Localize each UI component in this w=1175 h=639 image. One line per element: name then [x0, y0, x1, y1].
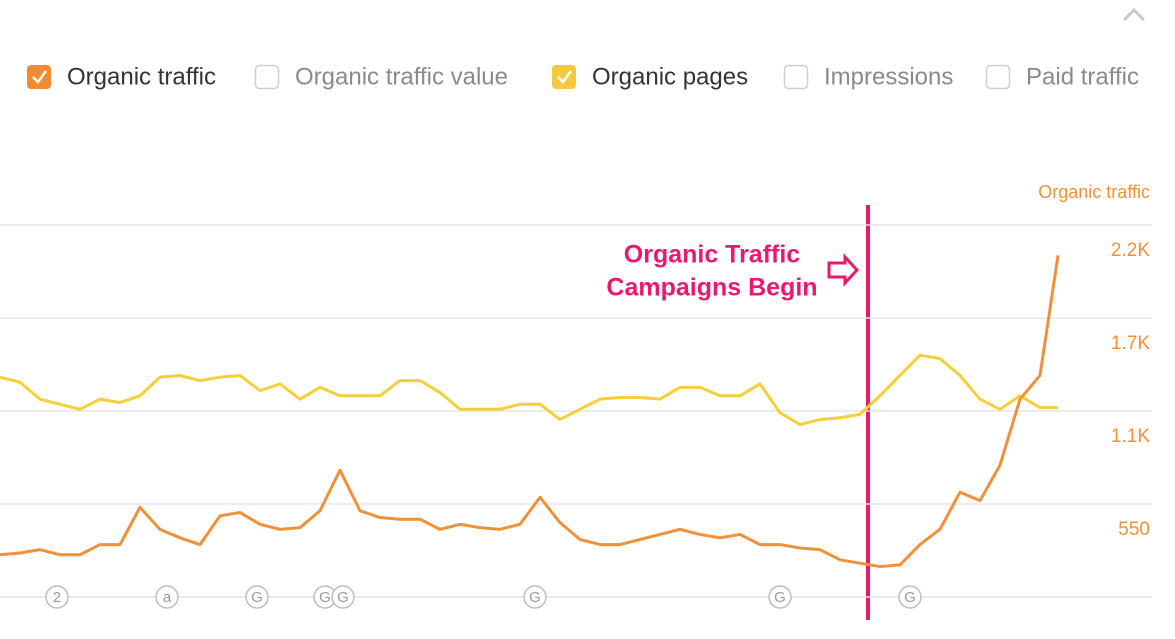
event-label: G	[319, 589, 331, 606]
y-tick-label: 2.2K	[1111, 240, 1150, 261]
event-circle	[768, 585, 792, 609]
y-tick-label: 1.1K	[1111, 426, 1150, 447]
event-marker[interactable]: G	[898, 585, 922, 609]
event-circle	[331, 585, 355, 609]
legend-option[interactable]: Organic pages	[552, 63, 748, 90]
event-circle	[245, 585, 269, 609]
legend-label: Organic traffic value	[295, 63, 508, 90]
collapse-chevron[interactable]	[1122, 7, 1146, 22]
annotation-arrow	[827, 253, 860, 287]
legend-option[interactable]: Organic traffic value	[254, 63, 509, 90]
event-label: 2	[53, 589, 61, 606]
event-label: a	[163, 589, 172, 606]
event-marker[interactable]: a	[155, 585, 179, 609]
event-label: G	[904, 589, 916, 606]
event-label: G	[529, 589, 541, 606]
checkbox	[783, 64, 809, 90]
legend-label: Organic pages	[592, 63, 748, 90]
legend-option[interactable]: Impressions	[783, 63, 954, 90]
event-label: G	[774, 589, 786, 606]
event-marker[interactable]: 2	[45, 585, 69, 609]
legend-label: Organic traffic	[67, 63, 216, 90]
checkmark	[32, 70, 48, 84]
event-circle	[898, 585, 922, 609]
plot: 550 1.1K 1.7K 2.2K Organic Traffic Campaigns …	[0, 224, 1152, 609]
y-tick-label: 1.7K	[1111, 333, 1150, 354]
annotation: Organic Traffic	[624, 241, 801, 269]
series-line	[0, 353, 1058, 427]
event-circle	[45, 585, 69, 609]
y-tick-label: 550	[1118, 519, 1150, 540]
legend-option[interactable]: Organic traffic	[27, 63, 216, 90]
checkbox	[254, 64, 280, 90]
legend-label: Paid traffic	[1026, 63, 1139, 90]
event-label: G	[251, 589, 263, 606]
checkbox	[985, 64, 1011, 90]
legend-label: Impressions	[824, 63, 953, 90]
event-circle	[155, 585, 179, 609]
checkbox-checked	[552, 65, 576, 89]
event-marker[interactable]: G	[523, 585, 547, 609]
event-marker[interactable]: G	[331, 585, 355, 609]
legend-option[interactable]: Paid traffic	[985, 63, 1139, 90]
series-line	[0, 255, 1060, 569]
event-label: G	[337, 589, 349, 606]
event-marker[interactable]: G	[768, 585, 792, 609]
event-marker[interactable]: G	[245, 585, 269, 609]
checkmark	[557, 70, 573, 84]
y-axis-label: Organic traffic	[1038, 182, 1150, 202]
event-circle	[523, 585, 547, 609]
checkbox-checked	[27, 65, 51, 89]
annotation: Campaigns Begin	[606, 274, 817, 302]
